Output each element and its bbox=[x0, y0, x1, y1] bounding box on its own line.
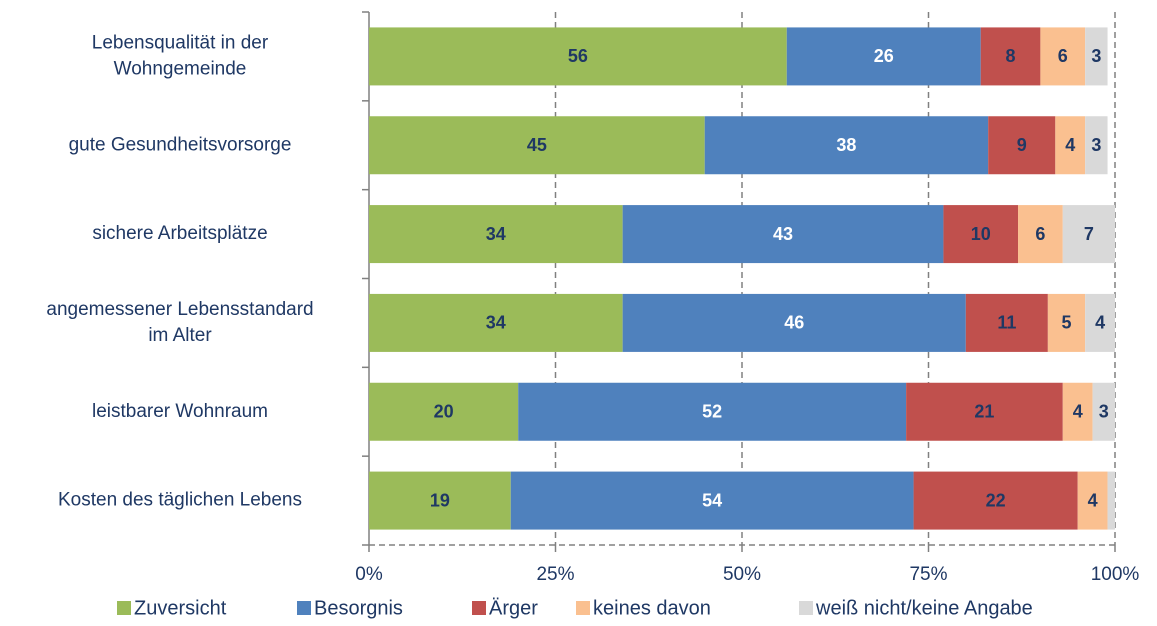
bar-segment bbox=[622, 293, 966, 352]
bar-segment bbox=[1062, 382, 1093, 441]
bar-segment bbox=[906, 382, 1063, 441]
bar-segment bbox=[704, 116, 989, 175]
value-label: 22 bbox=[986, 490, 1006, 510]
value-label: 19 bbox=[430, 490, 450, 510]
bar-segment bbox=[518, 382, 907, 441]
bar-segment bbox=[1085, 293, 1115, 352]
value-label: 8 bbox=[1006, 46, 1016, 66]
value-label: 10 bbox=[971, 224, 991, 244]
x-tick-label: 75% bbox=[909, 564, 947, 585]
y-tick-label: leistbarer Wohnraum bbox=[92, 401, 268, 422]
y-tick-label: Kosten des täglichen Lebens bbox=[58, 490, 302, 511]
value-label: 20 bbox=[434, 402, 454, 422]
value-label: 56 bbox=[568, 46, 588, 66]
bar-segment bbox=[1092, 382, 1115, 441]
legend-label: Zuversicht bbox=[134, 597, 227, 619]
bar-segment bbox=[369, 471, 511, 530]
legend-label: weiß nicht/keine Angabe bbox=[815, 597, 1033, 619]
bar-segment bbox=[369, 205, 623, 264]
bar-segment bbox=[1062, 205, 1115, 264]
bar-segment bbox=[988, 116, 1056, 175]
value-label: 54 bbox=[702, 490, 722, 510]
y-tick-label: angemessener Lebensstandard im Alter bbox=[46, 299, 313, 346]
bar-segment bbox=[1085, 27, 1108, 86]
value-label: 45 bbox=[527, 135, 547, 155]
legend-swatch bbox=[576, 601, 590, 615]
y-tick-label: Lebensqualität in der Wohngemeinde bbox=[92, 32, 269, 79]
value-label: 43 bbox=[773, 224, 793, 244]
x-tick-label: 100% bbox=[1091, 564, 1140, 585]
bar-segment bbox=[369, 382, 519, 441]
legend-label: keines davon bbox=[593, 597, 711, 619]
value-label: 52 bbox=[702, 402, 722, 422]
x-tick-label: 25% bbox=[536, 564, 574, 585]
value-label: 6 bbox=[1035, 224, 1045, 244]
value-label: 4 bbox=[1073, 402, 1083, 422]
bar-segment bbox=[1077, 471, 1108, 530]
value-label: 7 bbox=[1084, 224, 1094, 244]
bar-segment bbox=[369, 116, 705, 175]
bar-segment bbox=[1085, 116, 1108, 175]
value-label: 6 bbox=[1058, 46, 1068, 66]
legend-swatch bbox=[799, 601, 813, 615]
bar-segment bbox=[369, 293, 623, 352]
bar-segment bbox=[510, 471, 914, 530]
legend-swatch bbox=[472, 601, 486, 615]
value-label: 38 bbox=[836, 135, 856, 155]
x-tick-label: 0% bbox=[355, 564, 383, 585]
bar-segment bbox=[622, 205, 944, 264]
value-label: 46 bbox=[784, 313, 804, 333]
value-label: 3 bbox=[1091, 46, 1101, 66]
bar-segment bbox=[1055, 116, 1086, 175]
bar-segment bbox=[965, 293, 1048, 352]
x-tick-label: 50% bbox=[723, 564, 761, 585]
value-label: 11 bbox=[997, 313, 1016, 333]
value-label: 3 bbox=[1091, 135, 1101, 155]
bar-segment bbox=[980, 27, 1041, 86]
value-label: 4 bbox=[1065, 135, 1075, 155]
legend-label: Ärger bbox=[489, 597, 538, 619]
bar-segment bbox=[1047, 293, 1086, 352]
bar-segment bbox=[1040, 27, 1086, 86]
value-label: 4 bbox=[1088, 490, 1098, 510]
value-label: 34 bbox=[486, 224, 506, 244]
bar-segment bbox=[913, 471, 1078, 530]
value-label: 21 bbox=[974, 402, 994, 422]
value-label: 4 bbox=[1095, 313, 1105, 333]
legend-label: Besorgnis bbox=[314, 597, 403, 619]
y-tick-label: sichere Arbeitsplätze bbox=[92, 223, 267, 244]
bar-segment bbox=[1018, 205, 1063, 264]
bar-segment bbox=[1107, 471, 1115, 530]
value-label: 9 bbox=[1017, 135, 1027, 155]
bar-segment bbox=[943, 205, 1019, 264]
value-label: 3 bbox=[1099, 402, 1109, 422]
value-label: 34 bbox=[486, 313, 506, 333]
value-label: 5 bbox=[1062, 313, 1072, 333]
legend-swatch bbox=[117, 601, 131, 615]
bar-segment bbox=[786, 27, 981, 86]
y-tick-label: gute Gesundheitsvorsorge bbox=[69, 134, 292, 155]
value-label: 26 bbox=[874, 46, 894, 66]
legend-swatch bbox=[297, 601, 311, 615]
bar-segment bbox=[369, 27, 787, 86]
